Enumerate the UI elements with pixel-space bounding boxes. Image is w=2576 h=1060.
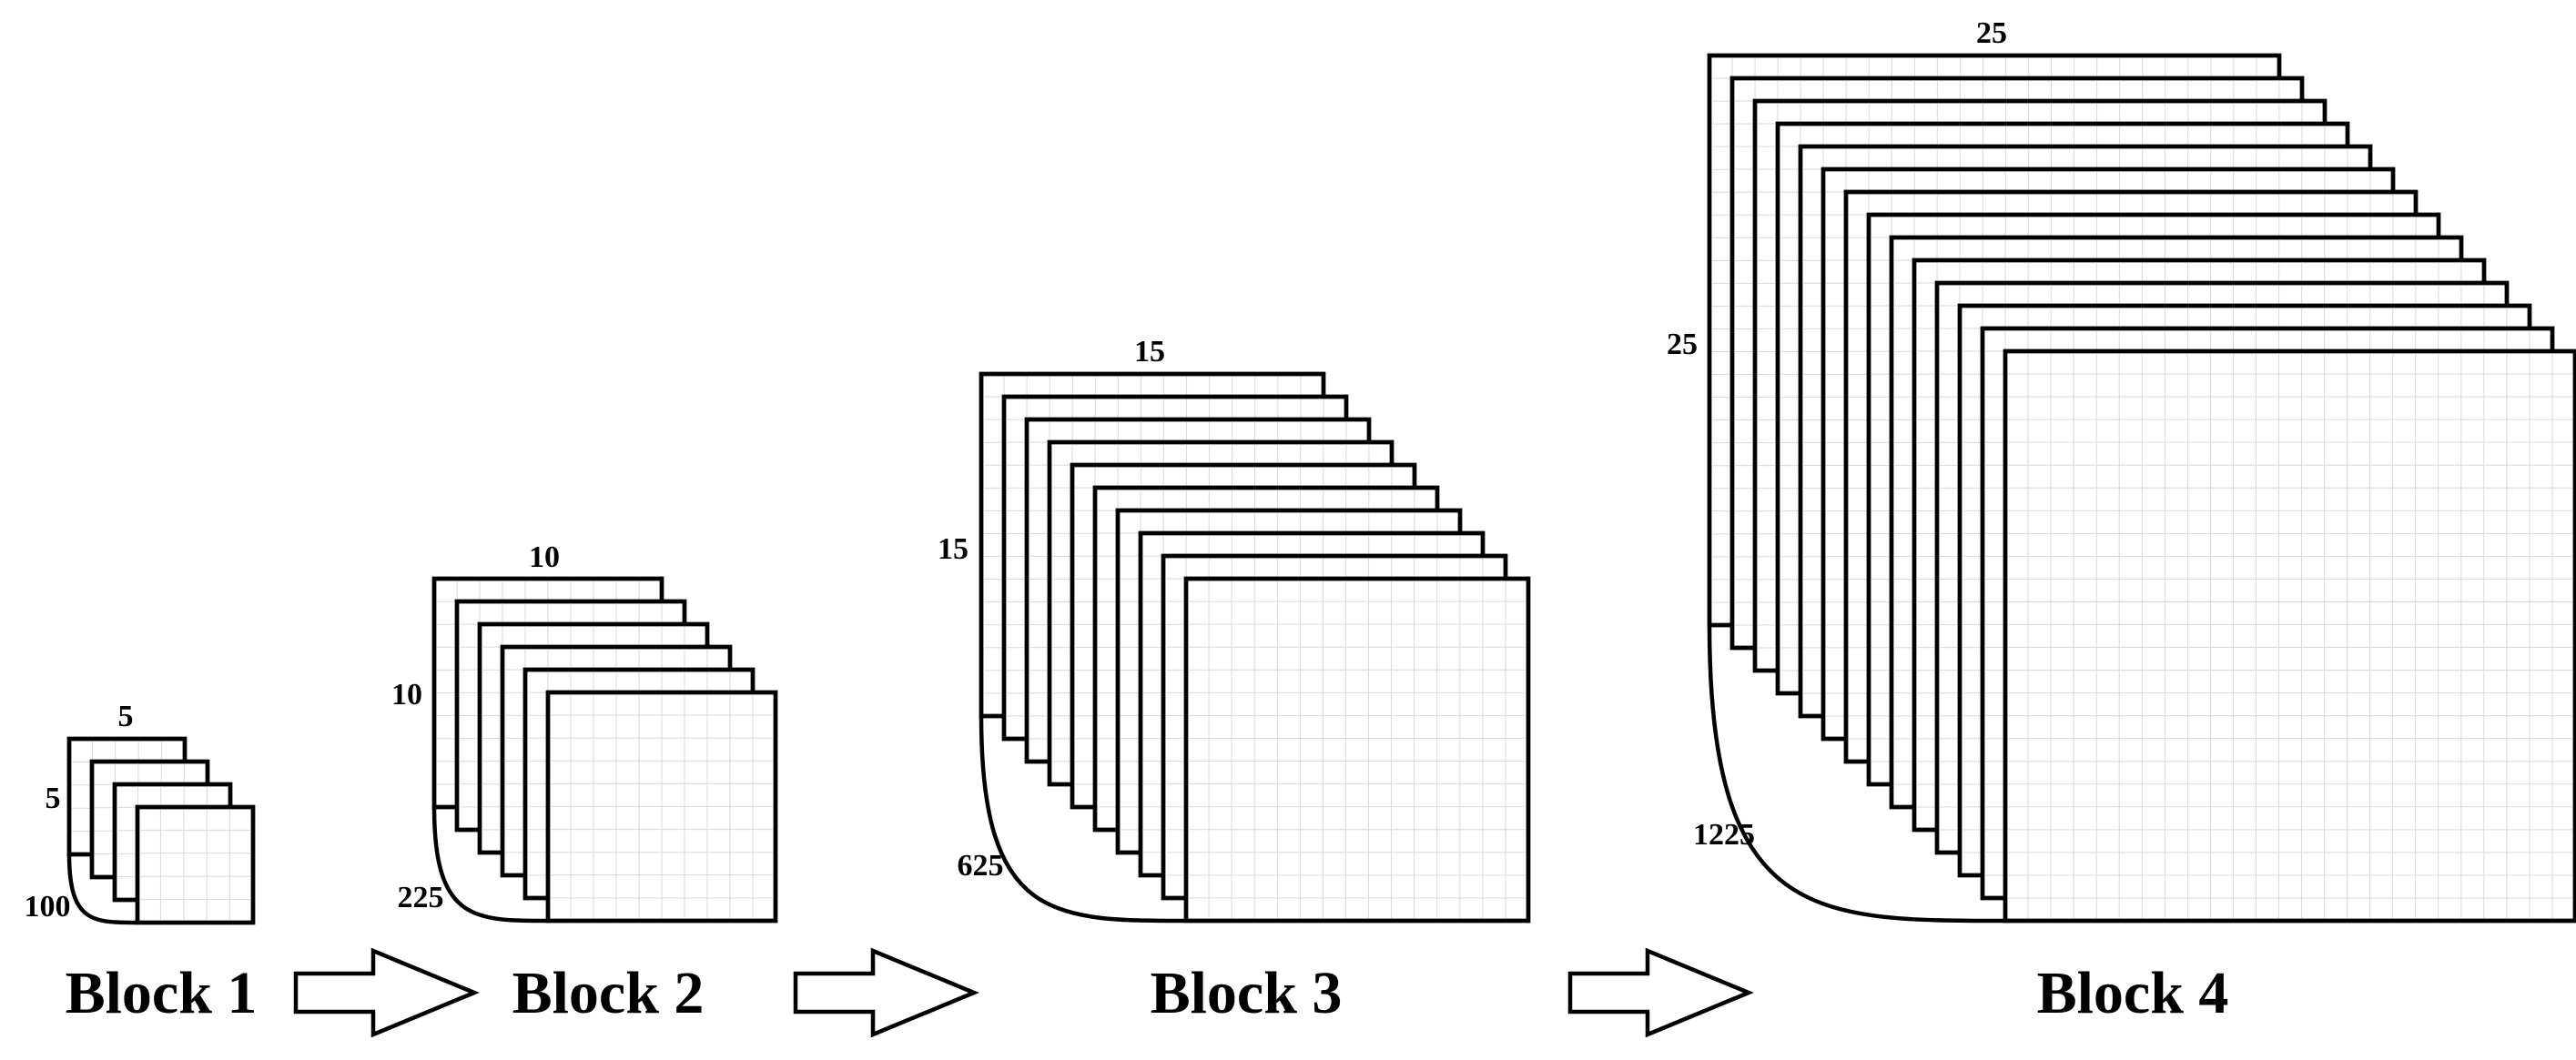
block-2-channel-curve bbox=[431, 806, 549, 924]
block-3: 15 15 625 Block 3 bbox=[938, 335, 1531, 1026]
arrow-block-1-to-2 bbox=[293, 947, 480, 1038]
feature-map-border bbox=[1183, 576, 1531, 924]
feature-map-grid bbox=[550, 694, 774, 919]
block-2-sheet-stack bbox=[431, 576, 778, 924]
block-4-channel-curve bbox=[1707, 624, 2006, 924]
block-2-width-label: 10 bbox=[529, 540, 560, 574]
block-4-sheet-stack bbox=[1707, 53, 2576, 924]
feature-map-border bbox=[2003, 348, 2576, 924]
block-3-height-label: 15 bbox=[938, 532, 969, 566]
arrow-block-2-to-3 bbox=[793, 947, 979, 1038]
block-4-width-label: 25 bbox=[1976, 16, 2007, 50]
block-1-sheet-stack bbox=[66, 736, 256, 925]
block-3-sheet-stack bbox=[979, 371, 1531, 924]
block-1-channel-curve bbox=[66, 853, 138, 925]
block-1: 5 5 100 Block 1 bbox=[25, 700, 258, 1026]
block-3-channel-curve bbox=[979, 715, 1187, 924]
feature-map-sheet bbox=[545, 690, 778, 924]
feature-map-border bbox=[135, 804, 256, 925]
block-2: 10 10 225 Block 2 bbox=[391, 540, 778, 1026]
block-1-width-label: 5 bbox=[118, 700, 134, 733]
block-3-width-label: 15 bbox=[1134, 335, 1165, 368]
block-1-title: Block 1 bbox=[66, 960, 258, 1026]
feature-map-grid bbox=[1188, 580, 1526, 919]
block-4-count-label: 1225 bbox=[1693, 818, 1755, 852]
feature-map-grid bbox=[139, 809, 251, 921]
block-1-count-label: 100 bbox=[25, 890, 71, 924]
block-4-title: Block 4 bbox=[2037, 960, 2229, 1026]
feature-map-sheet bbox=[2003, 348, 2576, 924]
block-2-count-label: 225 bbox=[398, 881, 444, 914]
feature-map-border bbox=[545, 690, 778, 924]
feature-map-frame bbox=[2003, 348, 2576, 924]
arrow-block-3-to-4 bbox=[1567, 947, 1754, 1038]
block-4: 25 25 1225 Block 4 bbox=[1667, 16, 2576, 1026]
block-1-height-label: 5 bbox=[46, 782, 61, 815]
block-3-count-label: 625 bbox=[958, 849, 1004, 883]
block-4-height-label: 25 bbox=[1667, 328, 1698, 361]
block-2-height-label: 10 bbox=[391, 678, 422, 712]
feature-map-sheet bbox=[135, 804, 256, 925]
feature-map-grid bbox=[2007, 353, 2573, 919]
feature-map-frame bbox=[1183, 576, 1531, 924]
feature-map-sheet bbox=[1183, 576, 1531, 924]
block-3-title: Block 3 bbox=[1151, 960, 1343, 1026]
feature-map-frame bbox=[135, 804, 256, 925]
block-2-title: Block 2 bbox=[512, 960, 705, 1026]
